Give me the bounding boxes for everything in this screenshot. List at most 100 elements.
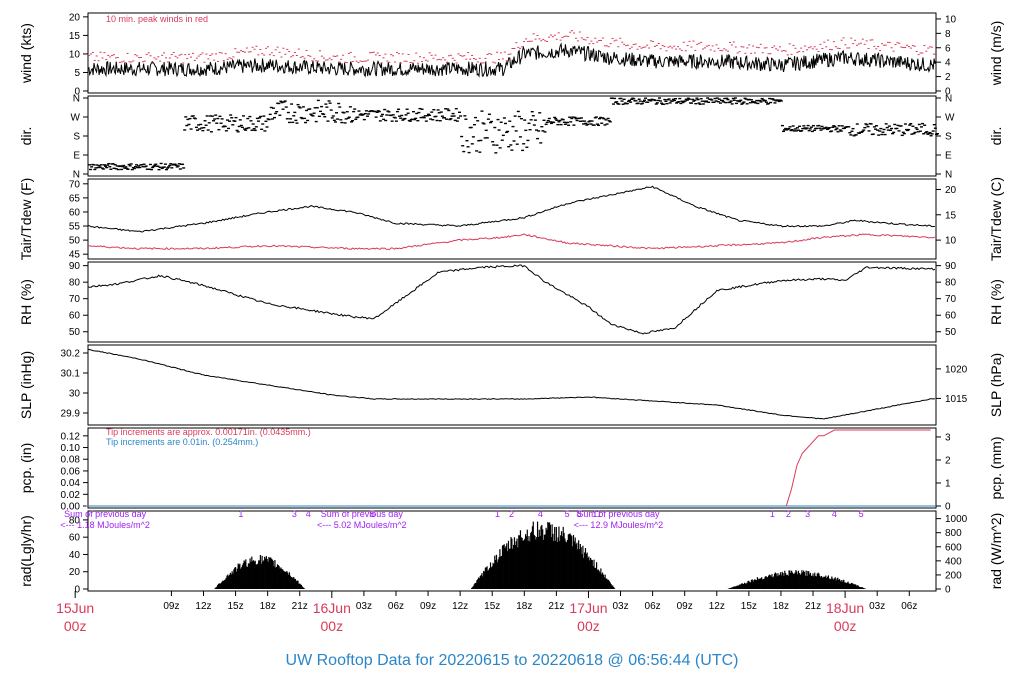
right-tick-label: 400	[945, 556, 962, 567]
right-tick-label: 4	[945, 58, 951, 69]
left-tick-label: 80	[69, 515, 81, 526]
event-marker: 3	[292, 509, 297, 519]
right-tick-label: N	[945, 94, 952, 105]
hour-label: 06z	[645, 601, 661, 612]
sum-value: <--- 12.9 MJoules/m^2	[574, 520, 664, 530]
left-tick-label: 70	[69, 179, 81, 190]
right-tick-label: 8	[945, 29, 951, 40]
right-tick-label: 1	[945, 478, 951, 489]
right-tick-label: 3	[945, 432, 951, 443]
right-axis-title: Tair/Tdew (C)	[988, 177, 1004, 261]
panel-frame	[87, 178, 937, 260]
event-marker: 1	[238, 509, 243, 519]
right-tick-label: 70	[945, 294, 957, 305]
sum-value: <--- 5.02 MJoules/m^2	[317, 520, 407, 530]
left-tick-label: 0.02	[61, 490, 81, 501]
left-axis-title: wind (kts)	[18, 23, 34, 84]
right-axis-title: SLP (hPa)	[988, 353, 1004, 417]
hour-label: 15z	[228, 601, 244, 612]
right-tick-label: 20	[945, 185, 957, 196]
hour-label: 21z	[805, 601, 821, 612]
right-tick-label: 6	[945, 43, 951, 54]
left-tick-label: 0	[74, 585, 80, 596]
left-tick-label: 0.04	[61, 478, 81, 489]
right-axis-title: dir.	[988, 127, 1004, 146]
left-axis-title: rad(Lgly/hr)	[18, 515, 34, 587]
left-tick-label: S	[73, 132, 80, 143]
hour-label: 21z	[292, 601, 308, 612]
right-tick-label: 80	[945, 278, 957, 289]
left-tick-label: 10	[69, 49, 81, 60]
event-marker: 5	[859, 509, 864, 519]
left-tick-label: 30	[69, 389, 81, 400]
hour-label: 09z	[420, 601, 436, 612]
wind-speed-line	[87, 42, 937, 78]
right-tick-label: 50	[945, 327, 957, 338]
date-label-time: 00z	[577, 618, 600, 634]
right-axis-title: RH (%)	[988, 279, 1004, 325]
left-tick-label: 0.00	[61, 502, 81, 513]
left-tick-label: W	[71, 113, 81, 124]
hour-label: 12z	[195, 601, 211, 612]
left-tick-label: 60	[69, 533, 81, 544]
sum-title: Sum of previous day	[577, 509, 660, 519]
right-tick-label: 600	[945, 542, 962, 553]
hour-label: 03z	[869, 601, 885, 612]
panel-frame	[87, 344, 937, 426]
date-label-day: 15Jun	[56, 600, 94, 616]
right-tick-label: 60	[945, 311, 957, 322]
left-tick-label: 30.2	[61, 349, 81, 360]
left-axis-title: SLP (inHg)	[18, 351, 34, 419]
event-marker: 1	[495, 509, 500, 519]
panel-frame	[87, 12, 937, 94]
right-tick-label: 0	[945, 585, 951, 596]
peak-wind-note: 10 min. peak winds in red	[106, 14, 208, 24]
date-label-day: 18Jun	[826, 600, 864, 616]
event-marker: 1	[770, 509, 775, 519]
right-tick-label: N	[945, 170, 952, 181]
left-tick-label: 45	[69, 250, 81, 261]
left-axis-title: RH (%)	[18, 279, 34, 325]
right-tick-label: 15	[945, 210, 957, 221]
right-axis-title: wind (m/s)	[988, 21, 1004, 87]
event-marker: 2	[786, 509, 791, 519]
event-marker: 4	[306, 509, 311, 519]
sum-title: Sum of previous day	[321, 509, 404, 519]
event-marker: 4	[538, 509, 543, 519]
left-tick-label: 20	[69, 12, 81, 23]
left-tick-label: 0.08	[61, 455, 81, 466]
left-tick-label: N	[73, 94, 80, 105]
event-marker: 8	[576, 509, 581, 519]
left-tick-label: 20	[69, 567, 81, 578]
right-tick-label: 2	[945, 72, 951, 83]
left-tick-label: 65	[69, 193, 81, 204]
tip-note-blue: Tip increments are 0.01in. (0.254mm.)	[106, 437, 258, 447]
left-tick-label: 0.12	[61, 431, 81, 442]
event-marker: 5	[565, 509, 570, 519]
hour-label: 06z	[388, 601, 404, 612]
hour-label: 18z	[516, 601, 532, 612]
right-tick-label: 0	[945, 502, 951, 513]
left-tick-label: 70	[69, 294, 81, 305]
hour-label: 21z	[548, 601, 564, 612]
sum-title: Sum of previous day	[64, 509, 147, 519]
hour-label: 15z	[741, 601, 757, 612]
right-tick-label: 1000	[945, 514, 968, 525]
right-tick-label: 90	[945, 261, 957, 272]
tip-note-red: Tip increments are approx. 0.00171in. (0…	[106, 427, 311, 437]
date-label-day: 17Jun	[569, 600, 607, 616]
left-tick-label: 60	[69, 311, 81, 322]
left-tick-label: 15	[69, 31, 81, 42]
right-tick-label: E	[945, 151, 952, 162]
left-tick-label: 5	[74, 68, 80, 79]
event-marker: 3	[805, 509, 810, 519]
date-label-time: 00z	[321, 618, 344, 634]
date-label-time: 00z	[64, 618, 87, 634]
event-marker: 4	[832, 509, 837, 519]
right-tick-label: 200	[945, 570, 962, 581]
event-marker: 5	[370, 509, 375, 519]
right-tick-label: 10	[945, 236, 957, 247]
hour-label: 12z	[452, 601, 468, 612]
rh-line	[87, 264, 936, 335]
left-tick-label: N	[73, 170, 80, 181]
